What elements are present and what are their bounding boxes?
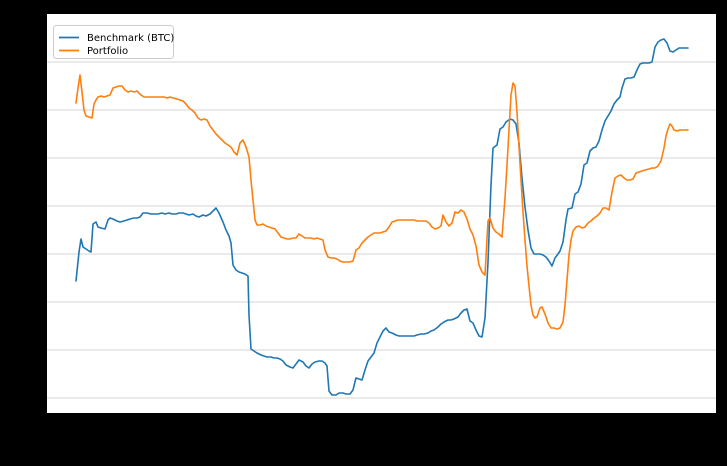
legend-box <box>53 25 174 59</box>
legend-portfolio-label: Portfolio <box>87 46 128 57</box>
series-lines <box>75 38 689 396</box>
legend: Benchmark (BTC) Portfolio <box>53 25 174 59</box>
portfolio-line <box>75 74 689 330</box>
legend-benchmark-label: Benchmark (BTC) <box>87 33 174 44</box>
benchmark-line <box>75 38 689 396</box>
gridlines <box>47 61 716 399</box>
